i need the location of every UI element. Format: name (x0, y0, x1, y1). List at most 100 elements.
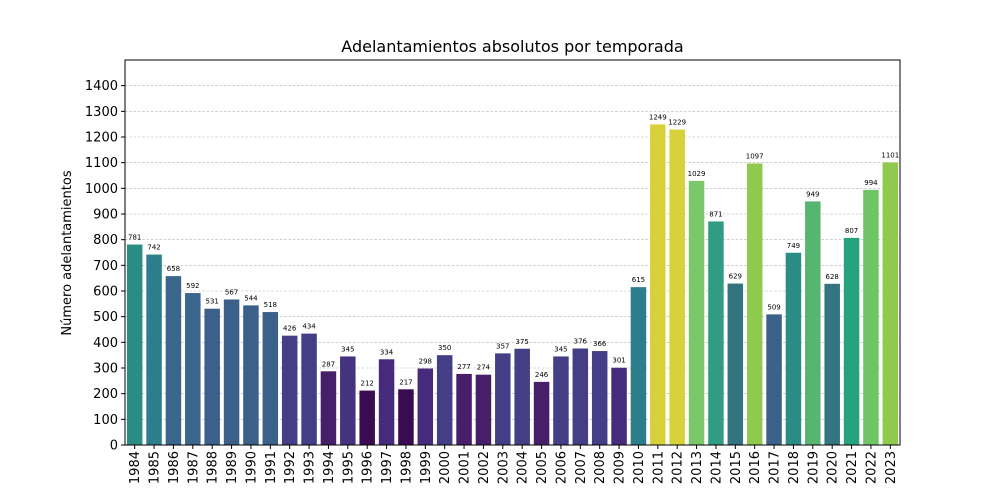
bar-1997 (378, 359, 395, 445)
bar-2011 (650, 124, 666, 445)
data-label-1997: 334 (380, 348, 394, 356)
x-tick-label-2013: 2013 (690, 451, 705, 484)
y-tick-label-100: 100 (93, 413, 118, 428)
data-label-2011: 1249 (649, 113, 667, 121)
x-tick-label-1987: 1987 (186, 451, 201, 484)
data-label-2014: 871 (709, 210, 722, 218)
x-tick-label-2006: 2006 (554, 451, 569, 484)
bar-1989 (223, 299, 240, 445)
x-tick-label-2002: 2002 (477, 451, 492, 484)
x-tick-label-1998: 1998 (399, 451, 414, 484)
data-label-2020: 628 (826, 273, 839, 281)
plot-frame (124, 59, 901, 446)
y-tick-label-900: 900 (93, 208, 118, 223)
x-tick-label-1986: 1986 (167, 451, 182, 484)
y-tick-label-300: 300 (93, 362, 118, 377)
data-label-2005: 246 (535, 371, 549, 379)
x-tick-label-2021: 2021 (845, 451, 860, 484)
y-tick-label-700: 700 (93, 259, 118, 274)
x-tick-label-2017: 2017 (768, 451, 783, 484)
bar-2003 (495, 353, 511, 445)
bar-1986 (165, 276, 182, 445)
bar-2010 (630, 287, 647, 445)
x-tick-label-1995: 1995 (341, 451, 356, 484)
bar-2009 (611, 367, 627, 445)
y-tick-label-500: 500 (93, 310, 118, 325)
bar-2005 (533, 381, 550, 445)
y-tick-label-1300: 1300 (85, 105, 118, 120)
bar-2022 (863, 189, 879, 445)
x-tick-label-2004: 2004 (516, 451, 531, 484)
y-tick-label-0: 0 (110, 439, 118, 454)
bar-2018 (785, 252, 802, 445)
bar-1991 (262, 312, 279, 445)
bar-1999 (417, 368, 434, 445)
data-label-2012: 1229 (668, 119, 686, 127)
bar-1987 (185, 293, 201, 445)
bar-2001 (456, 373, 472, 445)
x-tick-label-2020: 2020 (826, 451, 841, 484)
x-tick-label-2008: 2008 (593, 451, 608, 484)
data-label-2000: 350 (438, 344, 451, 352)
data-label-1989: 567 (225, 288, 238, 296)
bar-1985 (146, 254, 162, 445)
x-tick-label-1992: 1992 (283, 451, 298, 484)
bar-2017 (766, 314, 782, 445)
data-label-2016: 1097 (746, 152, 764, 160)
y-tick-label-600: 600 (93, 285, 118, 300)
x-tick-label-2000: 2000 (438, 451, 453, 484)
x-tick-label-2015: 2015 (729, 451, 744, 484)
bar-2007 (572, 348, 589, 445)
x-tick-label-2018: 2018 (787, 451, 802, 484)
gridlines (125, 85, 900, 446)
data-label-1998: 217 (399, 378, 412, 386)
data-label-1992: 426 (283, 325, 297, 333)
bar-1988 (204, 308, 220, 445)
x-tick-label-1984: 1984 (128, 451, 143, 484)
data-label-2021: 807 (845, 227, 858, 235)
chart-title: Adelantamientos absolutos por temporada (341, 37, 683, 56)
x-tick-label-2012: 2012 (671, 451, 686, 484)
y-tick-label-1000: 1000 (85, 182, 118, 197)
x-tick-label-1997: 1997 (380, 451, 395, 484)
x-tick-label-1994: 1994 (322, 451, 337, 484)
y-tick-label-1400: 1400 (85, 79, 118, 94)
y-axis-label: Número adelantamientos (60, 170, 75, 335)
bar-1993 (301, 333, 317, 445)
x-tick-label-1993: 1993 (303, 451, 318, 484)
x-tick-label-2003: 2003 (496, 451, 511, 484)
data-label-2006: 345 (554, 345, 567, 353)
data-label-2019: 949 (806, 190, 819, 198)
bar-2016 (746, 163, 763, 446)
data-label-1995: 345 (341, 345, 354, 353)
x-tick-label-2014: 2014 (709, 451, 724, 484)
x-tick-label-2007: 2007 (574, 451, 589, 484)
y-tick-label-1200: 1200 (85, 131, 118, 146)
bar-2020 (824, 283, 840, 445)
bar-2004 (514, 348, 530, 445)
x-axis: 1984 1985 1986 1987 1988 1989 1990 1991 1992 1993… (128, 445, 899, 484)
data-label-1993: 434 (302, 323, 316, 331)
data-label-2002: 274 (477, 364, 491, 372)
data-labels: 781 742 658 592 531 567 544 518 426 434 287 345 212 3… (128, 113, 899, 387)
x-tick-label-2009: 2009 (613, 451, 628, 484)
bar-2000 (436, 355, 453, 445)
y-tick-label-800: 800 (93, 233, 118, 248)
x-tick-label-1996: 1996 (361, 451, 376, 484)
bars (126, 124, 899, 446)
x-tick-label-2016: 2016 (748, 451, 763, 484)
data-label-1988: 531 (206, 298, 219, 306)
data-label-2023: 1101 (881, 151, 899, 159)
data-label-2009: 301 (612, 357, 625, 365)
x-tick-label-1988: 1988 (206, 451, 221, 484)
data-label-2007: 376 (574, 337, 588, 345)
y-tick-label-1100: 1100 (85, 156, 118, 171)
data-label-1996: 212 (361, 380, 374, 388)
bar-1995 (340, 356, 356, 445)
data-label-2022: 994 (864, 179, 878, 187)
data-label-1990: 544 (244, 294, 258, 302)
x-tick-label-1990: 1990 (244, 451, 259, 484)
x-tick-label-2001: 2001 (458, 451, 473, 484)
x-tick-label-2019: 2019 (806, 451, 821, 484)
data-label-1991: 518 (264, 301, 277, 309)
